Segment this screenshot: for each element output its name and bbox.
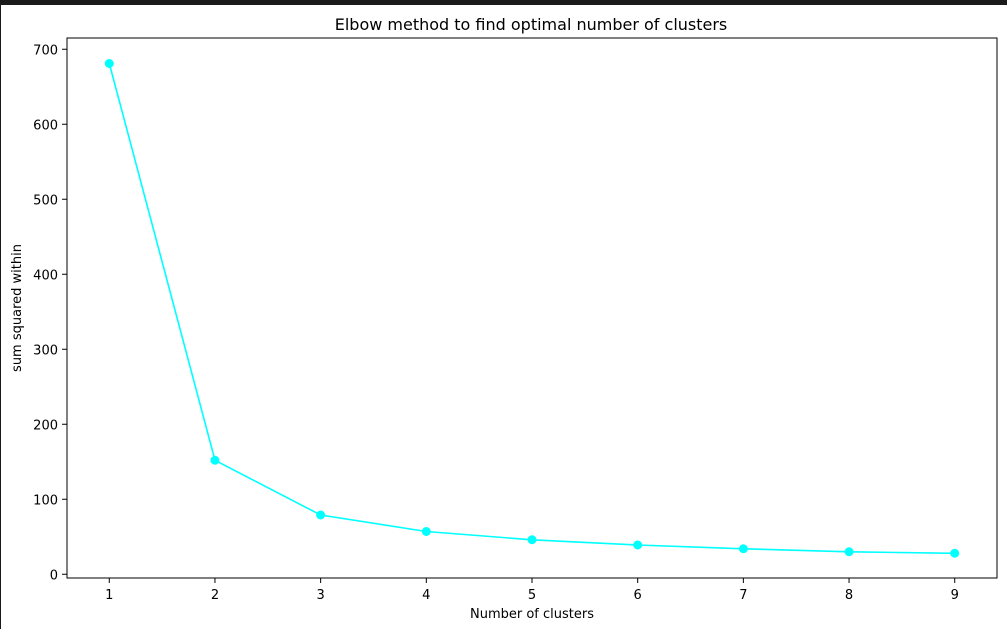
data-point	[210, 455, 220, 465]
y-tick-label: 500	[33, 193, 58, 208]
series-points	[104, 59, 960, 558]
y-axis-label: sum squared within	[10, 244, 25, 372]
y-tick-label: 700	[33, 43, 58, 58]
data-point	[527, 535, 537, 545]
data-point	[633, 540, 643, 550]
y-tick-label: 400	[33, 268, 58, 283]
data-point	[104, 59, 114, 68]
y-tick-label: 200	[33, 418, 58, 433]
x-tick-label: 2	[211, 588, 219, 603]
x-axis-ticks: 1 2 3 4 5 6 7 8 9	[105, 578, 959, 603]
y-tick-label: 100	[33, 493, 58, 508]
x-tick-label: 4	[422, 588, 430, 603]
y-tick-label: 0	[50, 568, 58, 583]
x-tick-label: 9	[951, 588, 959, 603]
x-tick-label: 5	[528, 588, 536, 603]
x-tick-label: 3	[316, 588, 324, 603]
window-left-border	[0, 5, 1, 629]
x-axis-label: Number of clusters	[470, 607, 594, 622]
data-point	[421, 527, 431, 536]
window-top-border	[0, 0, 1007, 5]
y-axis-ticks: 0 100 200 300 400 500 600 700	[33, 43, 67, 583]
data-point	[738, 544, 748, 554]
y-tick-label: 300	[33, 343, 58, 358]
x-tick-label: 6	[634, 588, 642, 603]
x-tick-label: 7	[739, 588, 747, 603]
chart-title: Elbow method to find optimal number of c…	[335, 15, 728, 34]
y-tick-label: 600	[33, 118, 58, 133]
x-tick-label: 8	[845, 588, 853, 603]
data-point	[844, 547, 854, 557]
data-point	[316, 510, 326, 520]
plot-area	[66, 37, 998, 579]
x-tick-label: 1	[105, 588, 113, 603]
data-point	[950, 548, 960, 558]
